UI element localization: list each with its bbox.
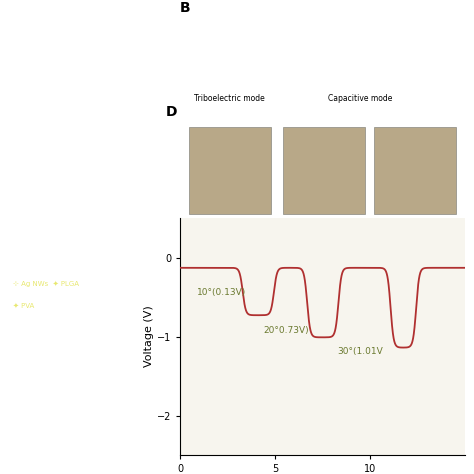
Text: 30°(1.01V: 30°(1.01V — [337, 347, 383, 356]
Text: B: B — [180, 1, 191, 15]
Text: D: D — [166, 105, 177, 119]
Bar — [283, 127, 365, 214]
Text: ✦ PVA: ✦ PVA — [13, 302, 34, 309]
Text: 10°(0.13V): 10°(0.13V) — [197, 289, 246, 298]
Text: Triboelectric mode: Triboelectric mode — [194, 94, 265, 103]
Y-axis label: Voltage (V): Voltage (V) — [144, 306, 154, 367]
Text: Capacitive mode: Capacitive mode — [328, 94, 392, 103]
Text: 20°0.73V): 20°0.73V) — [264, 326, 309, 335]
Bar — [189, 127, 271, 214]
Bar — [374, 127, 456, 214]
Text: ⊹ Ag NWs  ✦ PLGA: ⊹ Ag NWs ✦ PLGA — [13, 280, 79, 287]
